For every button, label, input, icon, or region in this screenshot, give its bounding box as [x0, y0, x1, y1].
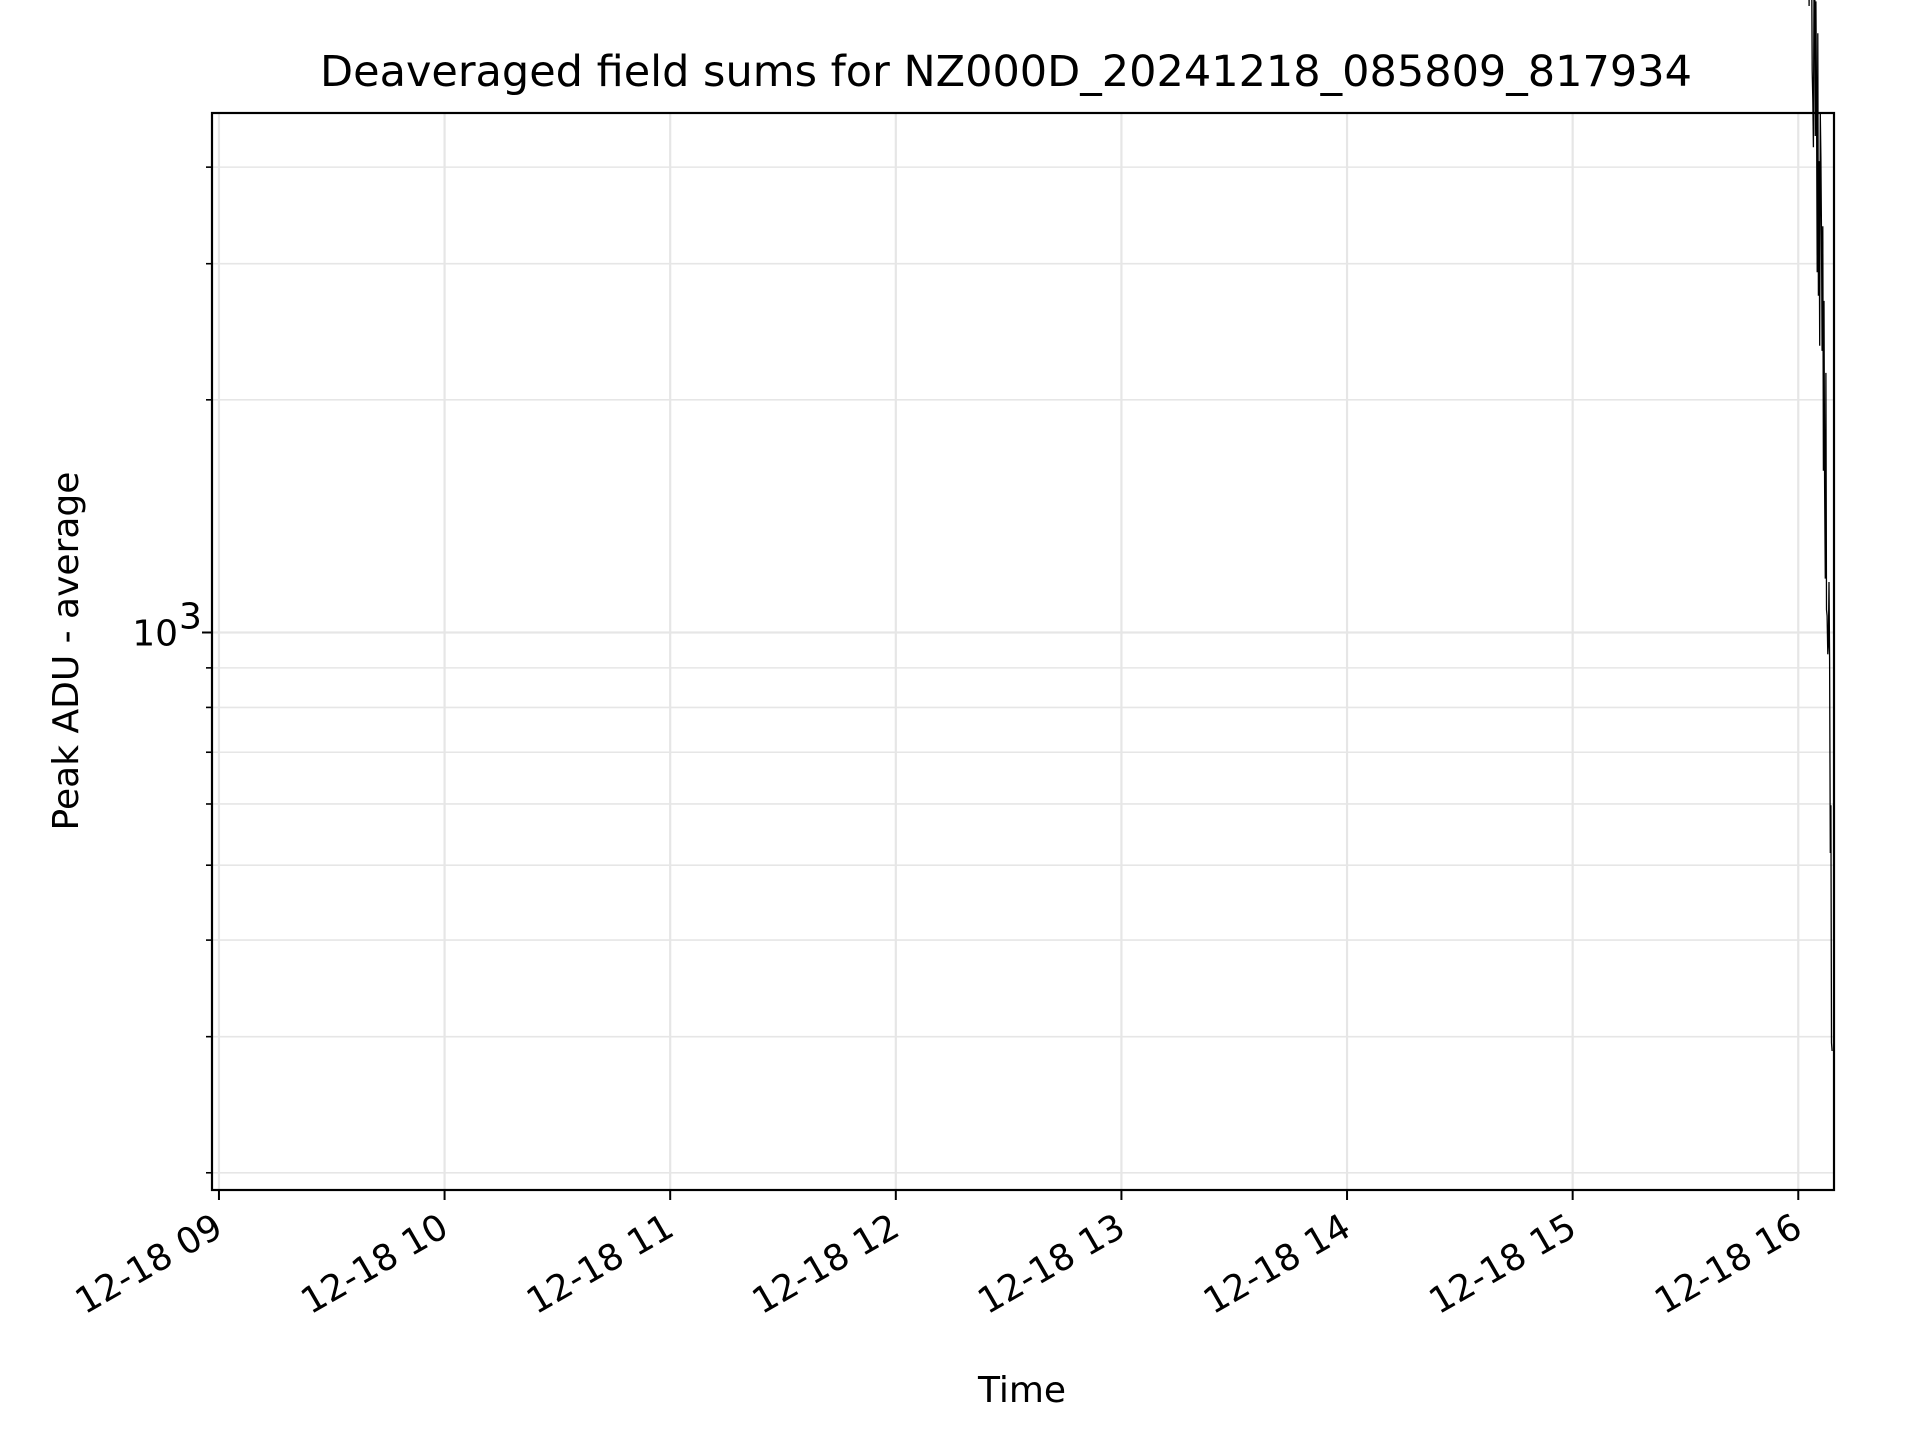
y-axis: 103104105106 [132, 166, 212, 1174]
y-tick-label: 10 [132, 614, 178, 655]
y-axis-title: Peak ADU - average [46, 472, 87, 831]
y-tick-exponent: 3 [179, 597, 202, 638]
x-axis-title: Time [977, 1370, 1066, 1411]
chart-title: Deaveraged field sums for NZ000D_2024121… [320, 47, 1692, 97]
grid [212, 113, 1834, 1190]
axes-frame [210, 111, 1836, 1192]
y-tick-base: 10 [132, 614, 178, 655]
